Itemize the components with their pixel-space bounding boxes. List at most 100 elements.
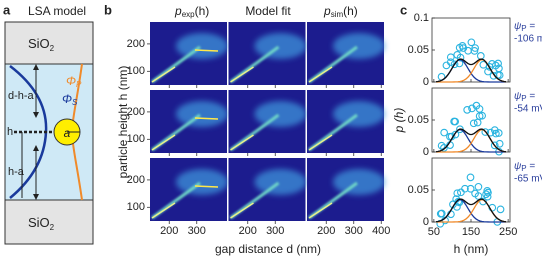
data-point xyxy=(492,129,500,138)
heatmap-glow xyxy=(254,33,307,59)
panel-title: LSA model xyxy=(28,4,86,18)
data-point xyxy=(463,106,472,114)
heatmap-glow xyxy=(176,169,228,195)
heatmap-ridge xyxy=(151,134,176,151)
mean-line xyxy=(194,117,219,120)
data-point xyxy=(451,117,460,126)
x-tick-label: 300 xyxy=(345,225,363,237)
psi-label: ψP = xyxy=(514,161,535,173)
psi-symbol: ψ xyxy=(514,91,522,102)
data-point xyxy=(469,119,478,128)
x-tick-label: 250 xyxy=(499,226,517,238)
panel-label: a xyxy=(3,2,11,17)
dim-label: h xyxy=(7,126,13,138)
psi-value: -65 mV xyxy=(514,174,542,185)
heatmap-ridge xyxy=(151,66,176,83)
psi-sub: P xyxy=(521,94,526,103)
radius-label: a xyxy=(64,126,71,140)
data-point xyxy=(471,44,480,52)
heatmap-ridge xyxy=(151,202,176,219)
data-point xyxy=(495,139,504,148)
heatmap-glow xyxy=(333,33,385,59)
substrate-label: SiO2 xyxy=(28,36,55,53)
arrow-head xyxy=(33,194,39,200)
x-tick-label: 200 xyxy=(160,225,178,237)
data-point xyxy=(453,50,462,59)
y-tick-label: 100 xyxy=(127,201,145,213)
data-point xyxy=(457,188,465,197)
substrate xyxy=(5,22,93,64)
data-point xyxy=(473,118,482,127)
dim-label: h-a xyxy=(8,166,25,178)
panel-a: a LSA model SiO2 SiO2 d-h-a h h-a a ΦP Φ… xyxy=(3,2,94,245)
data-point xyxy=(483,192,492,201)
y-tick-label: 0.05 xyxy=(408,114,429,126)
psi-sub: P xyxy=(521,24,526,33)
data-point xyxy=(437,141,446,150)
data-point xyxy=(468,104,476,113)
psi-label: ψP = xyxy=(514,91,535,103)
psi-label: ψP = xyxy=(514,21,535,33)
column-title: psim(h) xyxy=(323,4,358,19)
y-tick-label: 100 xyxy=(127,133,145,145)
data-point xyxy=(440,144,448,152)
mean-line xyxy=(194,185,219,188)
fit-curve xyxy=(435,58,507,83)
y-axis-label: p (h) xyxy=(392,108,406,134)
data-point xyxy=(484,188,492,197)
data-point xyxy=(455,43,464,52)
data-point xyxy=(466,184,475,193)
data-point xyxy=(466,173,475,182)
heatmap-glow xyxy=(333,101,385,127)
data-point xyxy=(451,130,460,139)
y-tick-label: 200 xyxy=(127,38,145,50)
data-point xyxy=(476,52,485,60)
data-point xyxy=(496,205,505,214)
data-point xyxy=(490,141,499,150)
y-tick-label: 0.05 xyxy=(408,184,429,196)
y-tick-label: 0.1 xyxy=(414,12,429,24)
arrow-head xyxy=(33,112,39,118)
data-point xyxy=(453,189,462,198)
heatmap-ridge xyxy=(230,66,254,83)
x-tick-label: 300 xyxy=(188,225,206,237)
y-tick-label: 0.05 xyxy=(408,44,429,56)
legend-label: ΦS xyxy=(62,92,78,107)
psi-symbol: ψ xyxy=(514,161,522,172)
heatmap-ridge xyxy=(308,134,333,151)
x-tick-label: 50 xyxy=(428,226,440,238)
heatmap-ridge xyxy=(308,202,333,219)
data-point xyxy=(471,189,479,198)
data-point xyxy=(467,38,476,47)
heatmap-glow xyxy=(333,169,385,195)
psi-eq: = xyxy=(527,91,536,102)
panel-c: c p (h) h (nm) 00.050.1ψP =-106 mV00.05ψ… xyxy=(392,2,542,256)
psi-eq: = xyxy=(527,21,536,32)
psi-symbol: ψ xyxy=(514,21,522,32)
heatmap-glow xyxy=(254,169,307,195)
mean-line xyxy=(194,49,219,52)
x-axis-label: gap distance d (nm) xyxy=(215,242,321,256)
y-axis-label: particle height h (nm) xyxy=(116,66,130,179)
y-tick-label: 0 xyxy=(423,146,429,158)
x-tick-label: 400 xyxy=(372,225,390,237)
data-point xyxy=(486,128,495,137)
data-point xyxy=(446,53,455,62)
y-tick-label: 100 xyxy=(127,65,145,77)
y-tick-label: 0 xyxy=(423,76,429,88)
psi-value: -54 mV xyxy=(514,104,542,115)
dim-label: d-h-a xyxy=(8,90,35,102)
x-tick-label: 200 xyxy=(317,225,335,237)
legend-label: ΦP xyxy=(66,74,82,89)
panel-b: b pexp(h) Model fit psim(h) particle hei… xyxy=(104,2,390,256)
y-tick-label: 200 xyxy=(127,106,145,118)
x-axis-label: h (nm) xyxy=(454,242,489,256)
data-point xyxy=(485,63,494,71)
data-point xyxy=(489,71,498,80)
data-point xyxy=(481,128,490,136)
y-tick-label: 0 xyxy=(423,216,429,228)
y-tick-label: 200 xyxy=(127,174,145,186)
panel-label: c xyxy=(400,2,407,17)
data-point xyxy=(490,126,499,134)
